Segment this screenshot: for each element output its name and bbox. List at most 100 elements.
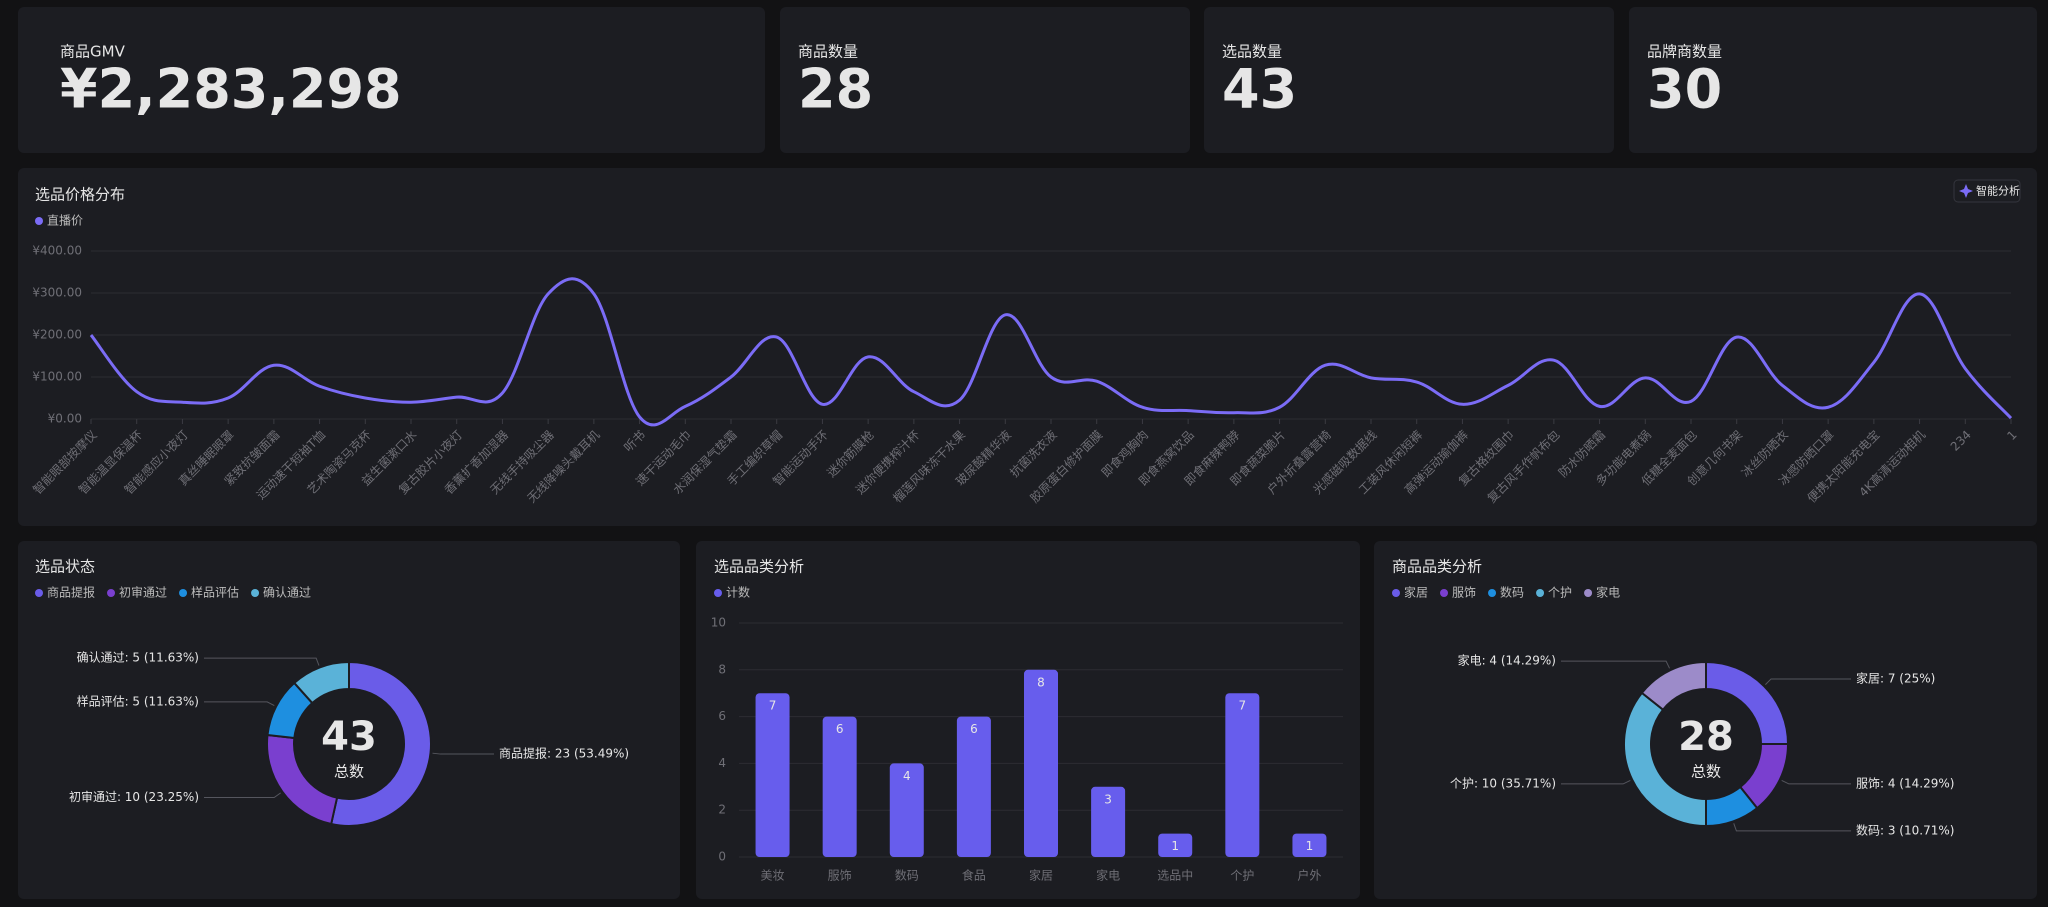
donut-slice [292,660,350,705]
x-tick-label: 家居 [1029,868,1053,883]
bar [1024,669,1058,857]
chart-title: 选品品类分析 [714,558,804,576]
leader-line [1561,779,1631,785]
slice-label: 家电: 4 (14.29%) [1458,653,1556,668]
legend-dot [1440,589,1449,597]
slice-label: 服饰: 4 (14.29%) [1856,776,1954,790]
panel [18,541,680,899]
legend-dot [35,217,43,225]
kpi-label: 商品GMV [60,43,126,61]
chart-title: 商品品类分析 [1392,558,1482,576]
kpi-label: 选品数量 [1222,43,1282,61]
legend-label: 计数 [726,585,750,600]
y-tick-label: ¥400.00 [32,244,82,258]
bar [1292,833,1327,857]
slice-label: 样品评估: 5 (11.63%) [77,693,199,708]
bar [1158,833,1193,857]
leader-line [1561,660,1671,669]
panel [18,168,2037,526]
bar-value-label: 4 [903,769,911,783]
bar [755,693,790,857]
y-tick-label: ¥0.00 [48,412,82,426]
price-line [89,277,2013,427]
y-tick-label: 8 [718,662,726,676]
donut-total-label: 总数 [334,763,364,781]
legend-dot [714,589,722,597]
x-tick-label: 户外 [1297,868,1321,883]
bar [1225,693,1260,857]
chart-title: 选品价格分布 [35,186,125,204]
y-tick-label: ¥300.00 [32,286,82,300]
legend-label: 个护 [1548,586,1572,600]
sparkle-icon [1959,184,1973,198]
legend-label: 商品提报 [47,585,95,600]
leader-line [204,792,281,799]
y-tick-label: 0 [718,850,726,864]
kpi-label: 品牌商数量 [1647,43,1722,61]
donut-slice [1640,660,1707,712]
legend-dot [1584,589,1593,597]
legend-dot [35,589,43,597]
kpi-label: 商品数量 [798,43,858,61]
kpi-value: 43 [1222,58,1297,121]
leader-line [1733,823,1851,832]
legend-label: 直播价 [47,214,83,228]
legend-label: 确认通过 [263,586,311,600]
chart-title: 选品状态 [35,558,95,576]
x-tick-label: 个护 [1230,869,1254,883]
bar [889,763,924,857]
bar-value-label: 8 [1037,675,1045,689]
slice-label: 家居: 7 (25%) [1856,670,1935,685]
slice-label: 初审通过: 10 (23.25%) [69,789,199,804]
x-tick-label: 食品 [962,868,986,883]
y-tick-label: 4 [718,756,726,770]
leader-line [432,752,494,755]
legend-dot [1536,589,1545,597]
bar-value-label: 7 [1239,699,1247,713]
x-tick-label: 服饰 [828,869,852,883]
y-tick-label: 10 [711,616,726,630]
panel [1374,541,2037,899]
kpi-value: 30 [1647,58,1722,121]
bar-value-label: 1 [1171,839,1179,853]
y-tick-label: ¥200.00 [32,328,82,342]
x-tick-label: 美妆 [761,869,785,883]
analysis-button[interactable] [1953,179,2021,203]
leader-line [204,657,320,666]
legend-dot [179,589,188,597]
legend-dot [1488,589,1497,597]
bar-value-label: 6 [836,722,844,736]
slice-label: 数码: 3 (10.71%) [1856,822,1954,837]
legend-label: 样品评估 [191,585,239,600]
bar-value-label: 6 [970,722,978,736]
x-tick-label: 数码 [895,868,919,883]
bar [822,716,857,857]
button-label: 智能分析 [1976,184,2020,198]
legend-label: 家居 [1404,585,1428,600]
leader-line [1781,779,1851,785]
kpi-card [1204,7,1614,153]
legend-dot [107,589,116,597]
leader-line [1765,678,1851,685]
donut-total-label: 总数 [1691,763,1721,781]
legend-dot [1392,589,1400,597]
donut-total: 43 [321,714,377,760]
kpi-value: ¥2,283,298 [60,58,402,121]
leader-line [204,701,275,707]
bar-value-label: 1 [1306,839,1314,853]
slice-label: 确认通过: 5 (11.63%) [77,651,199,665]
x-tick-label: 家电 [1096,868,1120,883]
slice-label: 个护: 10 (35.71%) [1450,776,1556,790]
donut-slice [329,660,432,827]
bar [1091,786,1126,857]
donut-slice [1623,691,1707,828]
kpi-card [780,7,1190,153]
bar-value-label: 3 [1104,792,1112,806]
donut-total: 28 [1678,714,1734,760]
bar [956,716,991,857]
y-tick-label: 6 [718,709,726,723]
x-tick-label: 选品中 [1157,868,1193,883]
legend-label: 数码 [1500,585,1524,600]
